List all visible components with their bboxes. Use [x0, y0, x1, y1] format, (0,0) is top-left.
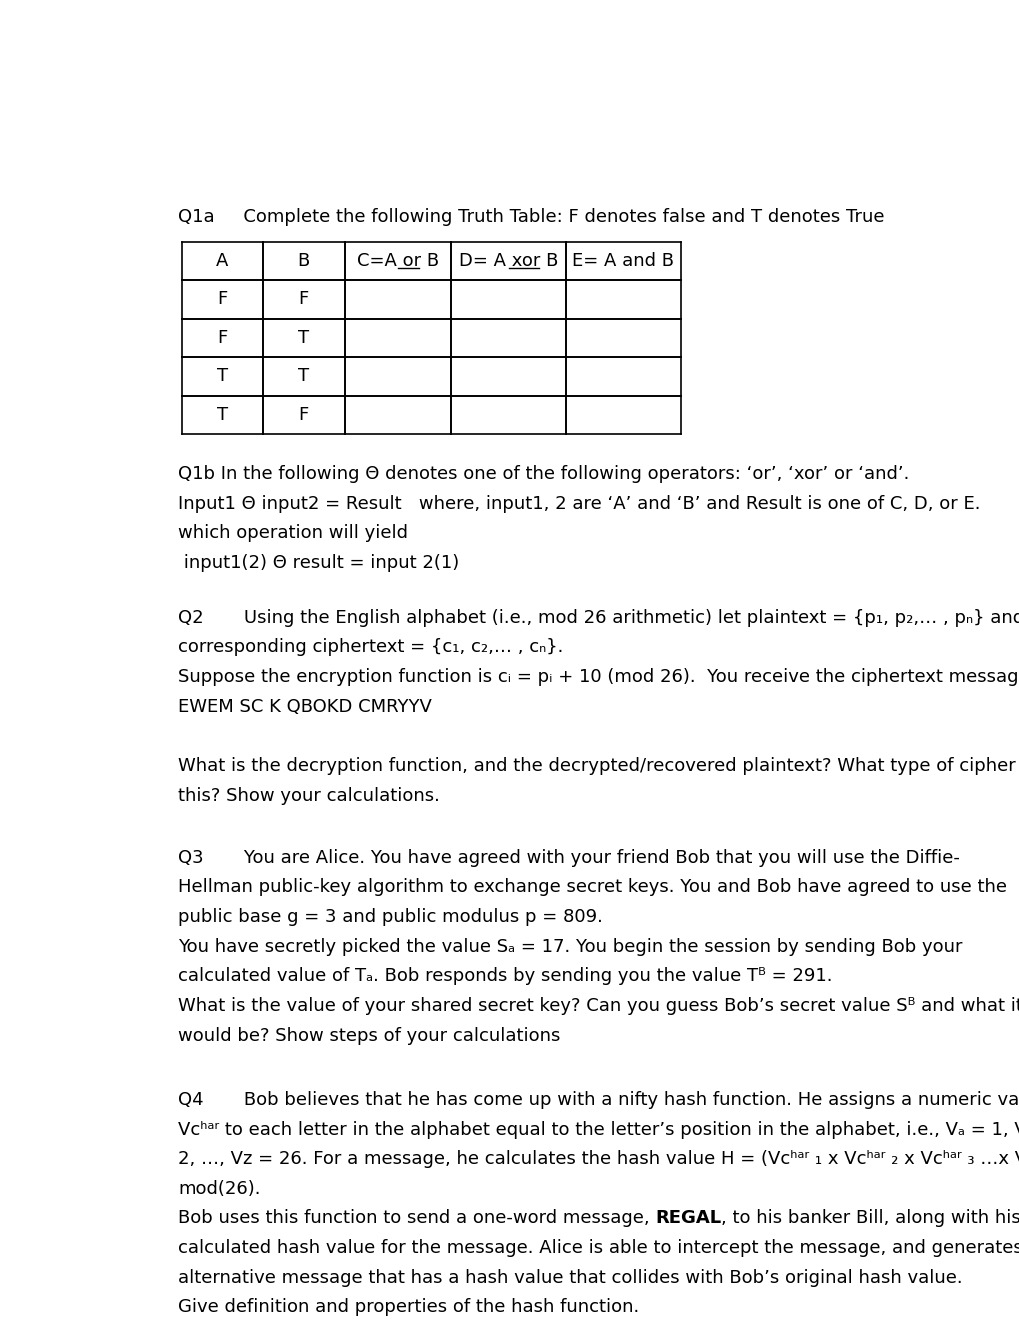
Text: T: T [298, 329, 309, 347]
Text: EWEM SC K QBOKD CMRYYV: EWEM SC K QBOKD CMRYYV [177, 698, 431, 715]
Text: public base g = 3 and public modulus p = 809.: public base g = 3 and public modulus p =… [177, 908, 602, 927]
Text: Suppose the encryption function is cᵢ = pᵢ + 10 (mod 26).  You receive the ciphe: Suppose the encryption function is cᵢ = … [177, 668, 1019, 686]
Text: mod(26).: mod(26). [177, 1180, 260, 1197]
Text: Input1 Θ input2 = Result   where, input1, 2 are ‘A’ and ‘B’ and Result is one of: Input1 Θ input2 = Result where, input1, … [177, 495, 979, 512]
Text: 2, …, Vᴢ = 26. For a message, he calculates the hash value H = (Vᴄʰᵃʳ ₁ x Vᴄʰᵃʳ : 2, …, Vᴢ = 26. For a message, he calcula… [177, 1150, 1019, 1168]
Text: F: F [299, 405, 309, 424]
Text: Give definition and properties of the hash function.: Give definition and properties of the ha… [177, 1299, 639, 1316]
Text: input1(2) Θ result = input 2(1): input1(2) Θ result = input 2(1) [177, 554, 459, 572]
Text: REGAL: REGAL [654, 1209, 720, 1228]
Text: this? Show your calculations.: this? Show your calculations. [177, 787, 439, 805]
Text: Q1b In the following Θ denotes one of the following operators: ‘or’, ‘xor’ or ‘a: Q1b In the following Θ denotes one of th… [177, 465, 908, 483]
Text: B: B [298, 252, 310, 269]
Text: Hellman public-key algorithm to exchange secret keys. You and Bob have agreed to: Hellman public-key algorithm to exchange… [177, 878, 1006, 896]
Text: C=A or B: C=A or B [357, 252, 438, 269]
Text: What is the decryption function, and the decrypted/recovered plaintext? What typ: What is the decryption function, and the… [177, 758, 1019, 775]
Text: alternative message that has a hash value that collides with Bob’s original hash: alternative message that has a hash valu… [177, 1269, 962, 1287]
Text: which operation will yield: which operation will yield [177, 524, 408, 543]
Text: Q4       Bob believes that he has come up with a nifty hash function. He assigns: Q4 Bob believes that he has come up with… [177, 1090, 1019, 1109]
Text: calculated hash value for the message. Alice is able to intercept the message, a: calculated hash value for the message. A… [177, 1239, 1019, 1257]
Text: Q3       You are Alice. You have agreed with your friend Bob that you will use t: Q3 You are Alice. You have agreed with y… [177, 849, 959, 867]
Text: , to his banker Bill, along with his: , to his banker Bill, along with his [720, 1209, 1019, 1228]
Text: Q1a     Complete the following Truth Table: F denotes false and T denotes True: Q1a Complete the following Truth Table: … [177, 209, 883, 227]
Text: would be? Show steps of your calculations: would be? Show steps of your calculation… [177, 1027, 559, 1044]
Text: A: A [216, 252, 228, 269]
Text: Q2       Using the English alphabet (i.e., mod 26 arithmetic) let plaintext = {p: Q2 Using the English alphabet (i.e., mod… [177, 609, 1019, 627]
Text: E= A and B: E= A and B [572, 252, 674, 269]
Text: T: T [298, 367, 309, 385]
Text: F: F [299, 290, 309, 309]
Text: What is the value of your shared secret key? Can you guess Bob’s secret value Sᴮ: What is the value of your shared secret … [177, 997, 1019, 1015]
Text: F: F [217, 329, 227, 347]
Text: T: T [217, 367, 228, 385]
Text: D= A xor B: D= A xor B [459, 252, 558, 269]
Text: calculated value of Tₐ. Bob responds by sending you the value Tᴮ = 291.: calculated value of Tₐ. Bob responds by … [177, 968, 832, 985]
Text: You have secretly picked the value Sₐ = 17. You begin the session by sending Bob: You have secretly picked the value Sₐ = … [177, 937, 962, 956]
Text: T: T [217, 405, 228, 424]
Text: Vᴄʰᵃʳ to each letter in the alphabet equal to the letter’s position in the alpha: Vᴄʰᵃʳ to each letter in the alphabet equ… [177, 1121, 1019, 1139]
Text: corresponding ciphertext = {c₁, c₂,… , cₙ}.: corresponding ciphertext = {c₁, c₂,… , c… [177, 639, 562, 656]
Text: F: F [217, 290, 227, 309]
Text: Bob uses this function to send a one-word message,: Bob uses this function to send a one-wor… [177, 1209, 654, 1228]
